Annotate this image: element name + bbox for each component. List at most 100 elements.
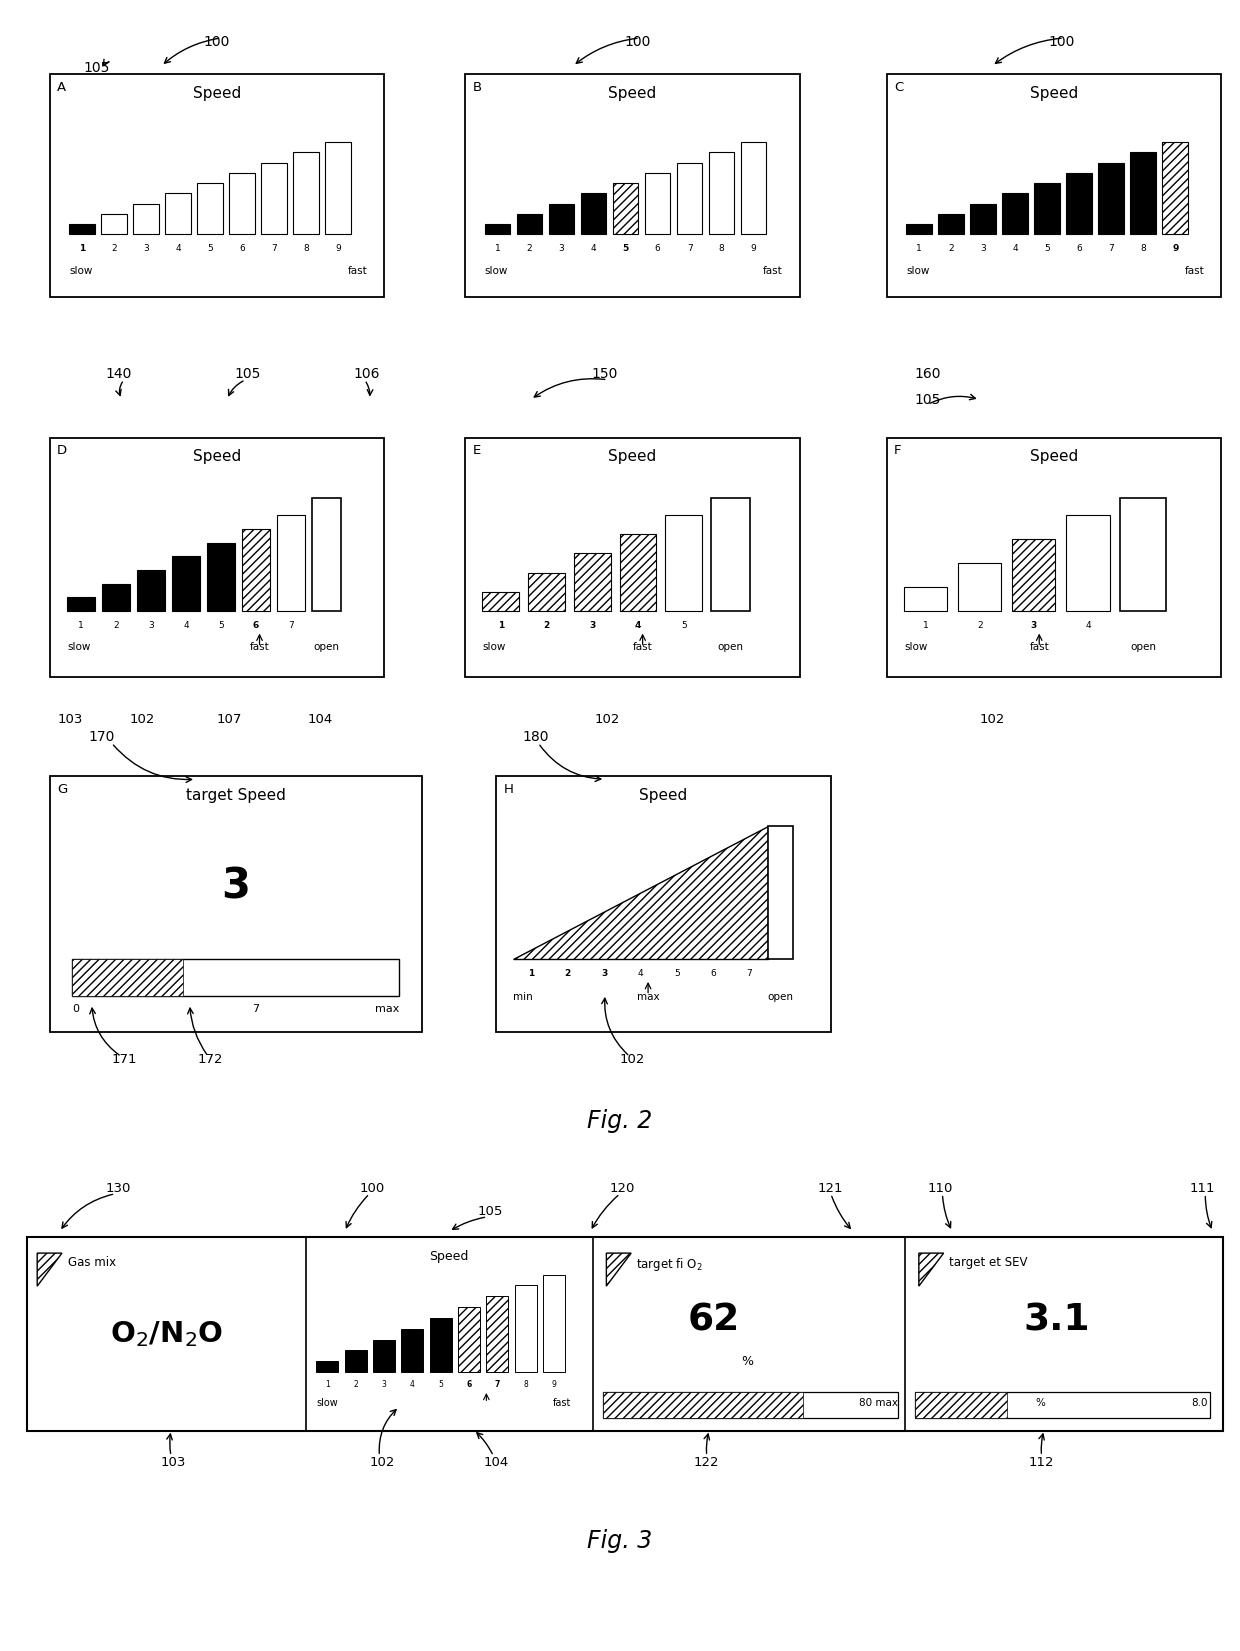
- Bar: [904, 588, 947, 611]
- Text: Speed: Speed: [1030, 86, 1078, 101]
- Bar: [345, 1351, 367, 1372]
- Text: 3: 3: [382, 1380, 387, 1388]
- Text: 107: 107: [217, 713, 242, 726]
- Text: 106: 106: [353, 367, 381, 380]
- Text: 105: 105: [914, 393, 941, 406]
- Text: G: G: [57, 783, 67, 796]
- Text: 100: 100: [360, 1182, 384, 1195]
- Text: max: max: [374, 1004, 399, 1014]
- Text: 102: 102: [980, 713, 1004, 726]
- Text: 5: 5: [218, 621, 224, 629]
- Text: 4: 4: [1085, 621, 1091, 629]
- Text: 102: 102: [620, 1053, 645, 1067]
- Text: 9: 9: [335, 244, 341, 253]
- Bar: [482, 591, 520, 611]
- Text: 110: 110: [928, 1182, 952, 1195]
- Bar: [229, 173, 255, 234]
- Text: E: E: [472, 444, 481, 457]
- Text: 100: 100: [1048, 35, 1075, 48]
- Text: 150: 150: [591, 367, 619, 380]
- Bar: [887, 438, 1221, 677]
- Bar: [939, 215, 963, 234]
- Text: 6: 6: [711, 969, 715, 977]
- Text: 100: 100: [624, 35, 651, 48]
- Text: 5: 5: [207, 244, 213, 253]
- Text: slow: slow: [67, 642, 91, 652]
- Text: 3: 3: [601, 969, 608, 977]
- Text: 21: 21: [603, 1398, 616, 1408]
- Text: 102: 102: [595, 713, 620, 726]
- Polygon shape: [513, 826, 768, 959]
- Text: 171: 171: [112, 1053, 136, 1067]
- Text: 8: 8: [719, 244, 724, 253]
- Text: target fi O$_2$: target fi O$_2$: [636, 1256, 703, 1273]
- Text: slow: slow: [316, 1398, 339, 1408]
- Text: D: D: [57, 444, 67, 457]
- Text: 2: 2: [564, 969, 570, 977]
- Text: 7: 7: [687, 244, 692, 253]
- Text: 2: 2: [949, 244, 954, 253]
- Text: 4: 4: [635, 621, 641, 629]
- Text: 7: 7: [495, 1380, 500, 1388]
- Text: 4: 4: [637, 969, 644, 977]
- Bar: [277, 515, 305, 611]
- Bar: [887, 74, 1221, 297]
- Bar: [197, 183, 223, 234]
- Bar: [709, 152, 734, 234]
- Text: 8.0: 8.0: [1192, 1398, 1208, 1408]
- Text: 9: 9: [750, 244, 756, 253]
- Bar: [72, 959, 184, 996]
- Bar: [666, 515, 702, 611]
- Text: max: max: [637, 992, 660, 1002]
- Bar: [325, 142, 351, 234]
- Bar: [543, 1275, 565, 1372]
- Text: A: A: [57, 81, 66, 94]
- Text: 5: 5: [673, 969, 680, 977]
- Bar: [677, 163, 702, 234]
- Text: slow: slow: [69, 266, 93, 276]
- Bar: [50, 74, 384, 297]
- Text: min: min: [513, 992, 533, 1002]
- Bar: [465, 74, 800, 297]
- Text: slow: slow: [904, 642, 928, 652]
- Text: 1: 1: [79, 244, 86, 253]
- Text: 140: 140: [105, 367, 133, 380]
- Bar: [458, 1308, 480, 1372]
- Text: 112: 112: [1029, 1456, 1054, 1469]
- Bar: [294, 152, 319, 234]
- Bar: [134, 203, 159, 234]
- Bar: [316, 1360, 339, 1372]
- Text: 3: 3: [221, 865, 250, 906]
- Bar: [768, 826, 792, 959]
- Text: 2: 2: [113, 621, 119, 629]
- Text: 5: 5: [681, 621, 687, 629]
- Text: 9: 9: [552, 1380, 557, 1388]
- Text: 3: 3: [148, 621, 154, 629]
- Text: 3: 3: [981, 244, 986, 253]
- Text: 1: 1: [923, 621, 929, 629]
- Text: fast: fast: [763, 266, 782, 276]
- Bar: [496, 776, 831, 1032]
- Text: 8: 8: [1141, 244, 1146, 253]
- Text: 1: 1: [78, 621, 84, 629]
- Bar: [165, 193, 191, 234]
- Text: target et SEV: target et SEV: [949, 1256, 1027, 1270]
- Text: C: C: [894, 81, 903, 94]
- Polygon shape: [606, 1253, 631, 1286]
- Text: 122: 122: [694, 1456, 719, 1469]
- Text: 2: 2: [543, 621, 549, 629]
- Text: 62: 62: [688, 1303, 740, 1339]
- Text: Speed: Speed: [193, 86, 241, 101]
- Text: 1: 1: [497, 621, 503, 629]
- Text: Speed: Speed: [609, 449, 656, 464]
- Text: slow: slow: [906, 266, 930, 276]
- Text: 2: 2: [527, 244, 532, 253]
- Text: %: %: [742, 1355, 754, 1367]
- Bar: [1099, 163, 1123, 234]
- Text: 8: 8: [523, 1380, 528, 1388]
- Text: 111: 111: [1190, 1182, 1215, 1195]
- Bar: [27, 1237, 1223, 1431]
- Text: 4: 4: [1012, 244, 1018, 253]
- Bar: [69, 225, 95, 234]
- Text: 105: 105: [234, 367, 262, 380]
